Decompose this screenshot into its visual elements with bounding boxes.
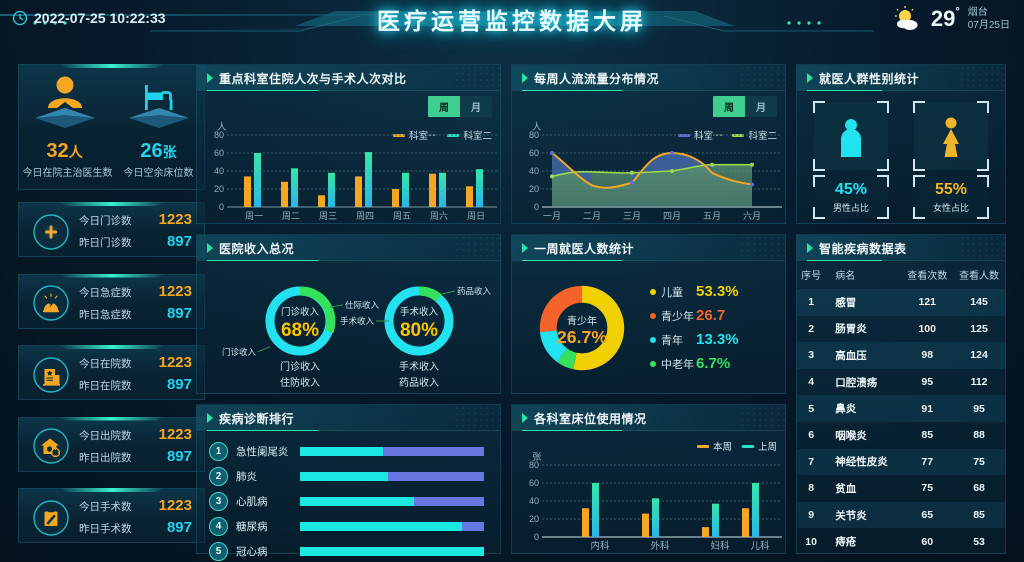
svg-text:药品收入: 药品收入 <box>399 376 439 389</box>
svg-text:手术收入: 手术收入 <box>399 360 439 373</box>
svg-text:80%: 80% <box>400 320 438 341</box>
svg-text:60: 60 <box>529 148 539 158</box>
svg-text:内科: 内科 <box>590 540 610 552</box>
svg-text:60: 60 <box>214 148 224 158</box>
svg-text:26.7%: 26.7% <box>557 327 607 347</box>
svg-text:周五: 周五 <box>393 211 411 221</box>
svg-text:0: 0 <box>219 202 224 212</box>
svg-text:0: 0 <box>534 532 539 542</box>
svg-text:周日: 周日 <box>467 211 485 221</box>
svg-text:儿科: 儿科 <box>750 540 770 552</box>
svg-text:周三: 周三 <box>319 211 337 221</box>
svg-text:门诊收入: 门诊收入 <box>281 306 320 318</box>
svg-text:周二: 周二 <box>282 211 300 221</box>
svg-text:20: 20 <box>529 184 539 194</box>
svg-text:20: 20 <box>214 184 224 194</box>
svg-text:20: 20 <box>529 514 539 524</box>
svg-text:0: 0 <box>534 202 539 212</box>
svg-text:门诊收入: 门诊收入 <box>280 360 320 373</box>
svg-text:68%: 68% <box>281 320 319 341</box>
svg-text:仕际收入: 仕际收入 <box>345 300 380 310</box>
svg-text:手术收入: 手术收入 <box>400 306 439 318</box>
svg-text:80: 80 <box>214 130 224 140</box>
svg-text:外科: 外科 <box>650 540 670 552</box>
svg-text:三月: 三月 <box>623 211 641 221</box>
svg-text:二月: 二月 <box>583 211 601 221</box>
svg-text:住防收入: 住防收入 <box>280 376 320 389</box>
svg-text:四月: 四月 <box>663 211 681 221</box>
svg-text:周六: 周六 <box>430 210 448 221</box>
svg-text:60: 60 <box>529 478 539 488</box>
svg-text:门诊收入: 门诊收入 <box>222 347 257 357</box>
svg-text:五月: 五月 <box>703 211 721 221</box>
svg-text:40: 40 <box>529 166 539 176</box>
svg-text:周四: 周四 <box>356 211 374 221</box>
svg-text:40: 40 <box>214 166 224 176</box>
svg-text:手术收入: 手术收入 <box>340 316 375 326</box>
svg-text:六月: 六月 <box>743 210 761 221</box>
svg-text:周一: 周一 <box>245 211 263 221</box>
svg-text:药品收入: 药品收入 <box>457 286 492 296</box>
svg-text:80: 80 <box>529 130 539 140</box>
svg-text:一月: 一月 <box>543 211 561 221</box>
svg-text:妇科: 妇科 <box>710 540 730 552</box>
svg-text:40: 40 <box>529 496 539 506</box>
svg-text:80: 80 <box>529 460 539 470</box>
svg-text:青少年: 青少年 <box>567 314 597 327</box>
